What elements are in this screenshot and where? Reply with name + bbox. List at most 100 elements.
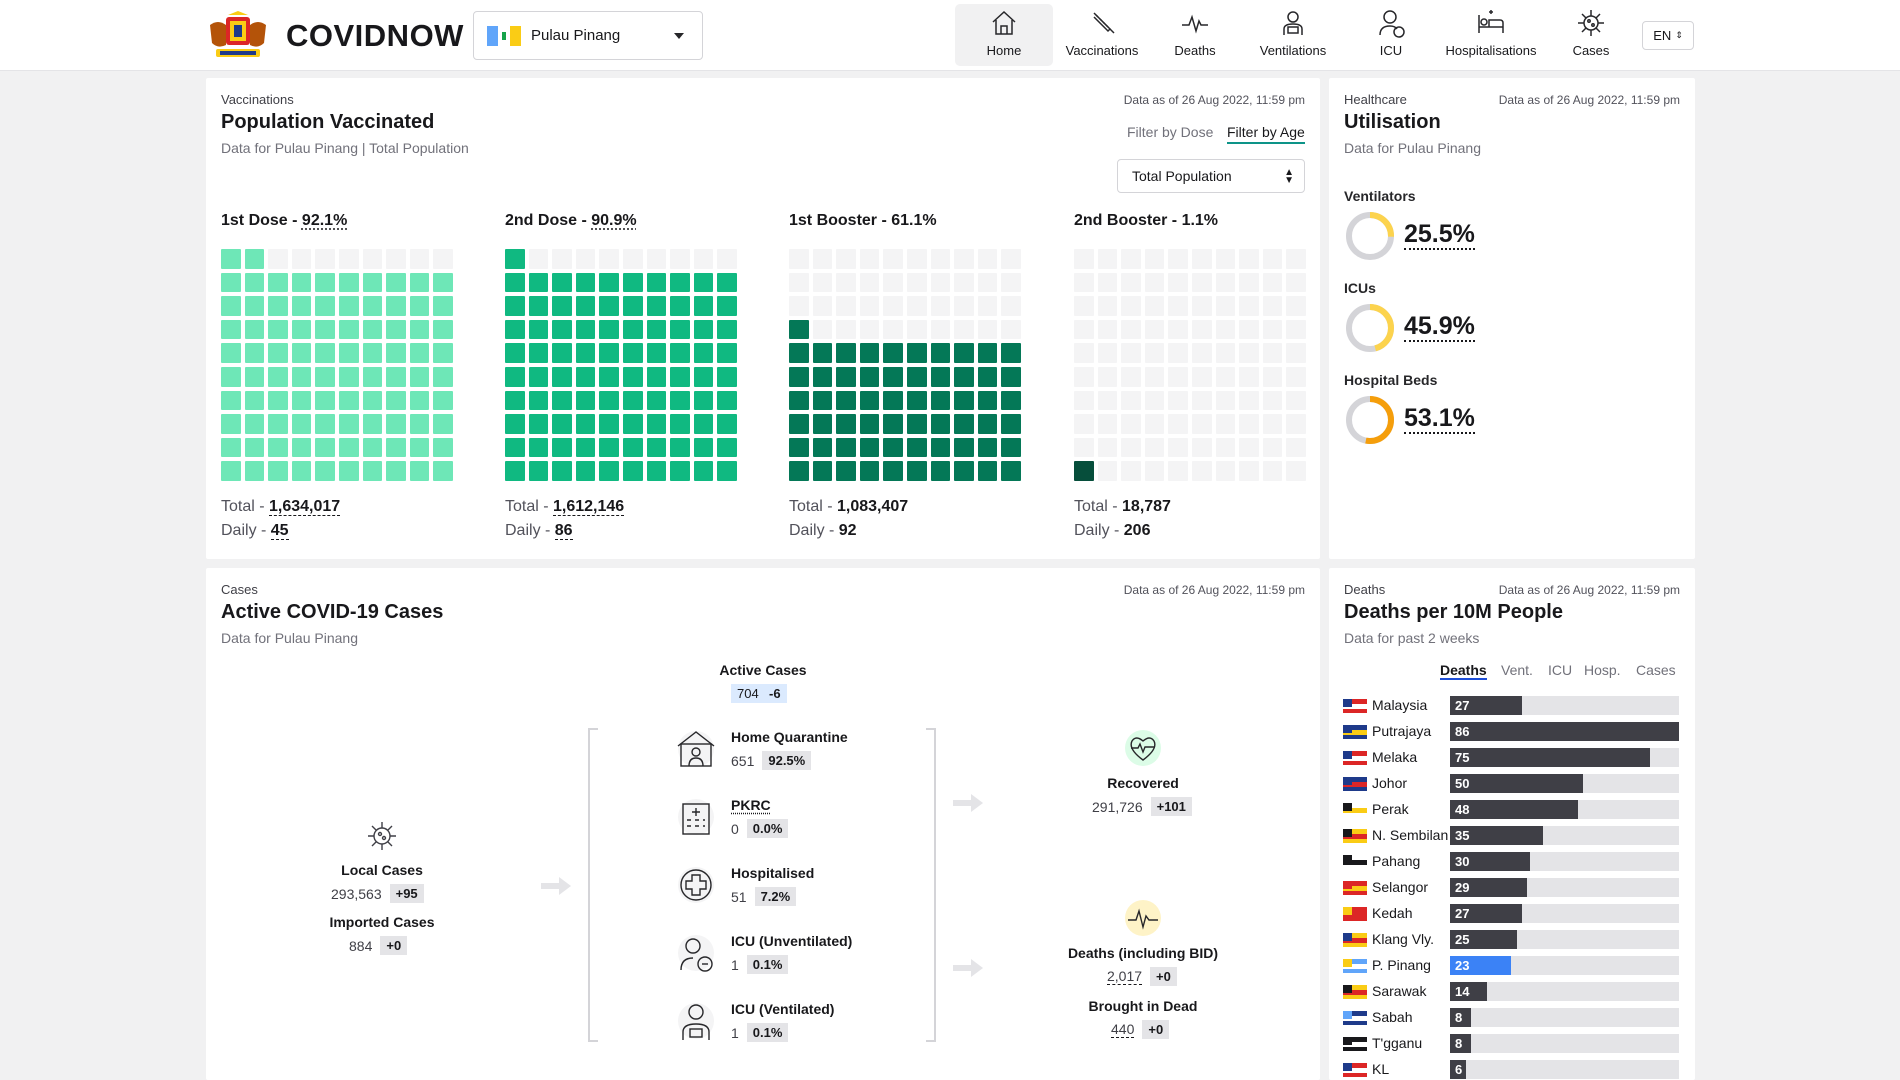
waffle-cell [409, 296, 430, 316]
waffle-cell [646, 366, 667, 387]
filter-by-dose-tab[interactable]: Filter by Dose [1127, 124, 1214, 140]
waffle-cell [386, 343, 406, 363]
deaths-as-of: Data as of 26 Aug 2022, 11:59 pm [1498, 583, 1680, 597]
waffle-cell [1215, 461, 1236, 481]
deaths-bar-track: 23 [1450, 956, 1679, 975]
waffle-cell [1097, 296, 1118, 316]
dose-heading: 2nd Dose - 90.9% [505, 212, 637, 229]
waffle-cell [623, 272, 643, 293]
waffle-cell [1144, 437, 1165, 458]
waffle-cell [693, 390, 714, 411]
waffle-cell [1192, 390, 1212, 411]
population-select[interactable]: Total Population ▲ ▼ [1117, 159, 1305, 193]
waffle-cell [859, 319, 880, 340]
nav-home[interactable]: Home [955, 4, 1053, 66]
filter-by-age-tab[interactable]: Filter by Age [1227, 124, 1305, 144]
waffle-cell [930, 319, 951, 340]
left-bracket [588, 728, 598, 1042]
waffle-cell [505, 437, 525, 458]
waffle-cell [836, 414, 856, 434]
waffle-cell [221, 319, 241, 340]
deaths-row[interactable]: Kedah 27 [1343, 904, 1679, 923]
deaths-row-state: Sabah [1372, 1009, 1413, 1025]
waffle-cell [954, 461, 974, 481]
waffle-cell [1192, 461, 1212, 481]
waffle-cell [1168, 437, 1188, 458]
waffle-cell [1001, 414, 1021, 434]
waffle-cell [907, 414, 927, 434]
tab-deaths[interactable]: Deaths [1440, 662, 1487, 680]
deaths-row[interactable]: Perak 48 [1343, 800, 1679, 819]
waffle-cell [670, 272, 690, 293]
cases-subtitle: Data for Pulau Pinang [221, 630, 358, 646]
waffle-cell [693, 249, 714, 269]
deaths-row[interactable]: N. Sembilan 35 [1343, 826, 1679, 845]
hospital-bed-icon [1478, 10, 1504, 33]
waffle-cell [505, 343, 525, 363]
waffle-cell [693, 414, 714, 434]
waffle-cell [1168, 296, 1188, 316]
waffle-cell [362, 437, 383, 458]
deaths-row[interactable]: Pahang 30 [1343, 852, 1679, 871]
waffle-cell [409, 343, 430, 363]
deaths-row[interactable]: P. Pinang 23 [1343, 956, 1679, 975]
deaths-row[interactable]: Johor 50 [1343, 774, 1679, 793]
deaths-row[interactable]: Selangor 29 [1343, 878, 1679, 897]
deaths-bar-value: 6 [1455, 1062, 1463, 1077]
waffle-cell [623, 343, 643, 363]
nav-cases[interactable]: Cases [1547, 4, 1635, 66]
waffle-cell [1239, 366, 1259, 387]
nav-vaccinations[interactable]: Vaccinations [1053, 4, 1151, 66]
waffle-cell [528, 249, 549, 269]
deaths-row[interactable]: Putrajaya 86 [1343, 722, 1679, 741]
waffle-cell [883, 249, 903, 269]
waffle-cell [1239, 390, 1259, 411]
nav-hospitalisations[interactable]: Hospitalisations [1435, 4, 1547, 66]
waffle-cell [789, 390, 809, 411]
deaths-row[interactable]: Klang Vly. 25 [1343, 930, 1679, 949]
cases-title: Active COVID-19 Cases [221, 601, 444, 623]
waffle-cell [528, 461, 549, 481]
tab-hosp[interactable]: Hosp. [1584, 662, 1621, 678]
waffle-cell [836, 272, 856, 293]
deaths-row[interactable]: Sabah 8 [1343, 1008, 1679, 1027]
waffle-cell [221, 343, 241, 363]
deaths-row[interactable]: KL 6 [1343, 1060, 1679, 1079]
waffle-cell [315, 366, 335, 387]
waffle-cell [315, 461, 335, 481]
waffle-cell [717, 390, 737, 411]
deaths-row[interactable]: T'gganu 8 [1343, 1034, 1679, 1053]
waffle-cell [623, 390, 643, 411]
tab-icu[interactable]: ICU [1548, 662, 1573, 678]
waffle-cell [859, 249, 880, 269]
state-selector[interactable]: Pulau Pinang [473, 11, 703, 60]
nav-deaths[interactable]: Deaths [1151, 4, 1239, 66]
waffle-cell [268, 249, 288, 269]
case-state-label: Home Quarantine [731, 729, 848, 745]
state-flag-icon [1343, 829, 1367, 843]
deaths-row[interactable]: Malaysia 27 [1343, 696, 1679, 715]
waffle-cell [883, 319, 903, 340]
waffle-cell [954, 319, 974, 340]
tab-vent[interactable]: Vent. [1501, 662, 1533, 678]
waffle-cell [693, 272, 714, 293]
nav-ventilations[interactable]: Ventilations [1239, 4, 1347, 66]
malaysia-coat-of-arms-logo [210, 11, 266, 57]
utilisation-donut [1346, 212, 1394, 260]
waffle-cell [1215, 296, 1236, 316]
nav-icu[interactable]: ICU [1347, 4, 1435, 66]
deaths-bar [1450, 800, 1578, 819]
waffle-cell [505, 414, 525, 434]
language-selector[interactable]: EN ⇕ [1642, 21, 1694, 50]
deaths-title: Deaths per 10M People [1344, 601, 1563, 623]
deaths-row[interactable]: Sarawak 14 [1343, 982, 1679, 1001]
waffle-cell [528, 390, 549, 411]
deaths-row[interactable]: Melaka 75 [1343, 748, 1679, 767]
tab-cases[interactable]: Cases [1636, 662, 1676, 678]
waffle-cell [599, 366, 619, 387]
waffle-cell [386, 249, 406, 269]
dose-heading: 1st Dose - 92.1% [221, 212, 348, 229]
waffle-cell [646, 319, 667, 340]
heart-pulse-icon [1125, 730, 1161, 766]
waffle-cell [1239, 414, 1259, 434]
